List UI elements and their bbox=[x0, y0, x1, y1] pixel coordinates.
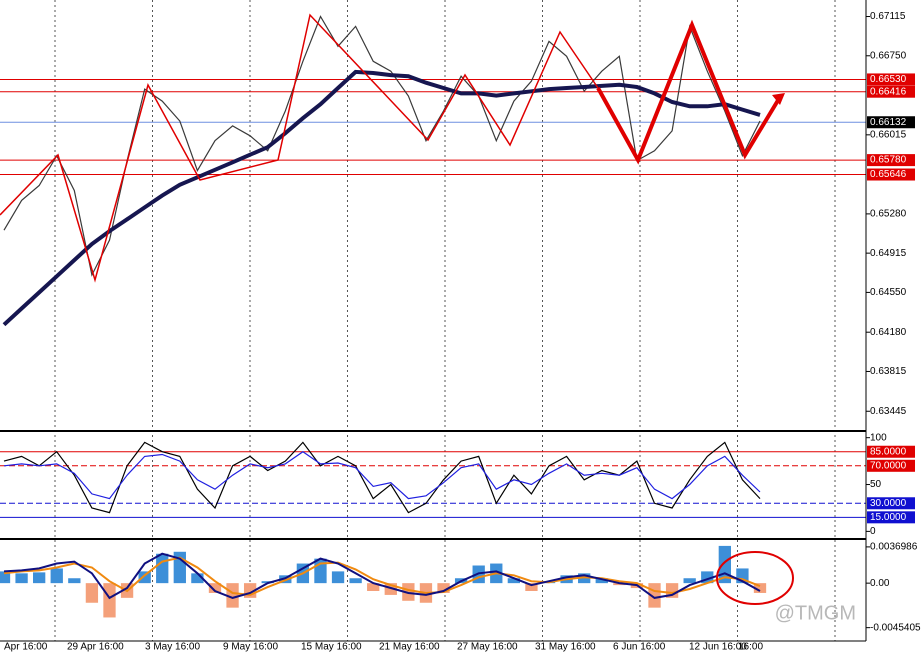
series-line bbox=[3, 552, 761, 600]
x-tick-label: 27 May 16:00 bbox=[457, 642, 518, 653]
y-tick-label: 0.00 bbox=[870, 578, 890, 589]
y-tick-label: 0 bbox=[870, 526, 876, 537]
histogram-bar bbox=[683, 578, 696, 584]
level-label-box bbox=[867, 497, 915, 510]
histogram-bar bbox=[85, 583, 99, 603]
series-line bbox=[3, 450, 761, 500]
level-label: 0.66416 bbox=[867, 85, 915, 98]
arrow-head bbox=[772, 93, 785, 105]
level-label-text: 0.66416 bbox=[870, 86, 907, 97]
y-tick-label: 100 bbox=[870, 432, 887, 443]
level-label-box bbox=[867, 85, 915, 98]
x-tick-label: 21 May 16:00 bbox=[379, 642, 440, 653]
x-tick-label: 6 Jun 16:00 bbox=[613, 642, 666, 653]
histogram-bar bbox=[191, 573, 204, 584]
histogram-bar bbox=[103, 583, 116, 618]
histogram-bar bbox=[701, 571, 714, 584]
y-tick-label: 0.63815 bbox=[870, 366, 907, 377]
level-label-box bbox=[867, 459, 915, 472]
level-label: 85.0000 bbox=[867, 445, 915, 458]
x-tick-label: 3 May 16:00 bbox=[145, 642, 200, 653]
histogram-bar bbox=[349, 578, 362, 584]
histogram-bar bbox=[595, 578, 608, 584]
forecast-arrows bbox=[596, 19, 782, 165]
level-label: 0.66132 bbox=[867, 116, 915, 129]
histogram-bar bbox=[15, 573, 28, 584]
zigzag bbox=[0, 13, 599, 283]
level-label: 15.0000 bbox=[867, 511, 915, 524]
histogram-bar bbox=[50, 568, 63, 584]
histogram-bar bbox=[437, 583, 450, 593]
level-label-box bbox=[867, 73, 915, 86]
level-label-box bbox=[867, 511, 915, 524]
x-tick-label: 29 Apr 16:00 bbox=[67, 642, 124, 653]
histogram-bar bbox=[367, 583, 380, 591]
histogram-bar bbox=[156, 553, 169, 584]
level-label-text: 70.0000 bbox=[870, 460, 907, 471]
y-tick-label: 0.64915 bbox=[870, 248, 907, 259]
watermark: @TMGM bbox=[775, 602, 856, 624]
series-line bbox=[3, 441, 761, 514]
level-label-text: 0.65780 bbox=[870, 155, 907, 166]
histogram-bar bbox=[33, 572, 46, 584]
level-label-text: 85.0000 bbox=[870, 446, 907, 457]
y-tick-label: 0.63445 bbox=[870, 406, 907, 417]
series-line bbox=[2, 69, 761, 327]
level-label: 0.66530 bbox=[867, 73, 915, 86]
histogram-bar bbox=[613, 583, 626, 586]
level-label-text: 0.65646 bbox=[870, 169, 907, 180]
y-tick-label: 0.67115 bbox=[870, 11, 906, 22]
y-tick-label: 50 bbox=[870, 479, 882, 490]
highlight-circle bbox=[716, 551, 794, 605]
y-tick-label: 0.64550 bbox=[870, 287, 907, 298]
y-tick-label: 0.66015 bbox=[870, 129, 907, 140]
histogram-bar bbox=[331, 571, 345, 584]
y-tick-label: 0.64180 bbox=[870, 327, 907, 338]
level-label-text: 30.0000 bbox=[870, 498, 907, 509]
y-tick-label: -0.0045405 bbox=[870, 622, 921, 633]
histogram-bar bbox=[208, 583, 222, 593]
x-tick-label: 31 May 16:00 bbox=[535, 642, 596, 653]
vertical-grid bbox=[54, 0, 836, 641]
level-label-text: 0.66132 bbox=[870, 117, 907, 128]
histogram-bar bbox=[0, 571, 11, 584]
histogram-bar bbox=[138, 571, 151, 584]
y-tick-label: 0.0036986 bbox=[870, 542, 918, 553]
x-tick-label: Apr 16:00 bbox=[4, 642, 48, 653]
level-label-text: 15.0000 bbox=[870, 512, 907, 523]
level-label-box bbox=[867, 168, 915, 181]
x-tick-label: 12 Jun 16:00 bbox=[689, 642, 747, 653]
level-label: 70.0000 bbox=[867, 459, 915, 472]
histogram-bar bbox=[507, 578, 521, 584]
series-line bbox=[3, 556, 761, 596]
y-tick-label: 0.65280 bbox=[870, 209, 907, 220]
level-label-box bbox=[867, 154, 915, 167]
x-tick-label: 9 May 16:00 bbox=[223, 642, 278, 653]
level-label-box bbox=[867, 445, 915, 458]
x-tick-label: 16:00 bbox=[738, 642, 763, 653]
level-label-box bbox=[867, 116, 915, 129]
y-tick-label: 0.66750 bbox=[870, 50, 907, 61]
histogram-bar bbox=[753, 583, 767, 593]
histogram-bar bbox=[226, 583, 239, 608]
level-label-text: 0.66530 bbox=[870, 74, 907, 85]
level-label: 0.65780 bbox=[867, 154, 915, 167]
level-label: 0.65646 bbox=[867, 168, 915, 181]
x-tick-label: 15 May 16:00 bbox=[301, 642, 362, 653]
level-label: 30.0000 bbox=[867, 497, 915, 510]
histogram-bar bbox=[525, 583, 538, 591]
histogram-bar bbox=[68, 578, 81, 584]
